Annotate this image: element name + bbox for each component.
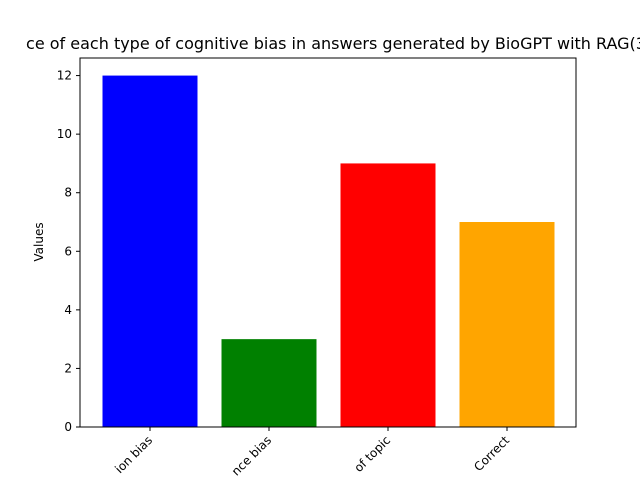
chart-title: ce of each type of cognitive bias in ans… [26, 34, 640, 53]
y-tick-label: 2 [64, 361, 72, 375]
y-axis-label: Values [32, 222, 46, 261]
x-tick-label: nce bias [229, 433, 274, 478]
y-tick-label: 6 [64, 244, 72, 258]
y-tick-label: 0 [64, 420, 72, 434]
y-tick-label: 8 [64, 186, 72, 200]
x-tick-label: Correct [471, 433, 512, 474]
x-axis-ticks: ion bias nce bias of topic Correct [112, 427, 512, 478]
bar-2 [221, 339, 317, 427]
x-tick-label: of topic [351, 433, 393, 475]
y-axis-ticks: 0 2 4 6 8 10 12 [57, 69, 80, 434]
y-tick-label: 4 [64, 303, 72, 317]
y-tick-label: 10 [57, 127, 72, 141]
bar-4 [459, 222, 555, 427]
plot-frame [79, 57, 577, 428]
x-tick-label: ion bias [112, 433, 155, 476]
bar-3 [340, 163, 436, 427]
bars-layer [102, 75, 555, 428]
y-tick-label: 12 [57, 69, 72, 83]
bar-1 [102, 75, 198, 428]
